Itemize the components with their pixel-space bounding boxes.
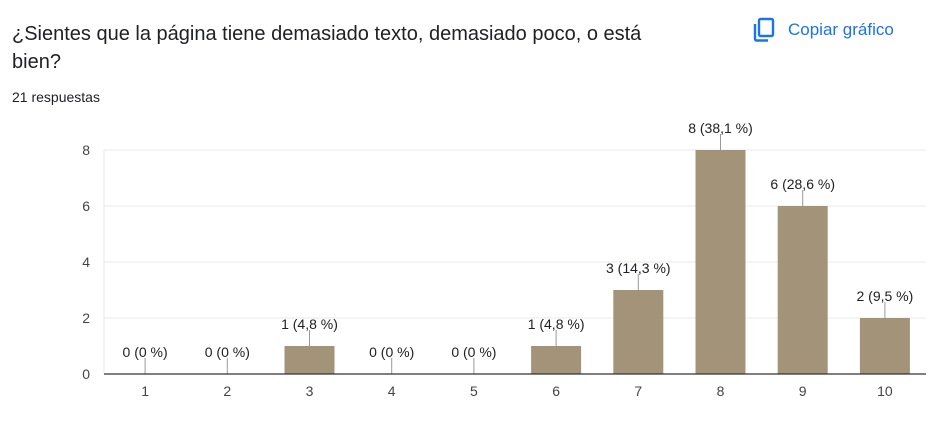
question-title: ¿Sientes que la página tiene demasiado t… <box>12 23 642 73</box>
y-tick-label: 4 <box>82 254 90 270</box>
data-label: 0 (0 %) <box>451 344 496 360</box>
y-tick-label: 0 <box>82 366 90 382</box>
data-label: 6 (28,6 %) <box>770 176 835 192</box>
data-label: 2 (9,5 %) <box>856 288 913 304</box>
copy-chart-button[interactable]: Copiar gráfico <box>744 12 902 48</box>
x-tick-label: 8 <box>717 383 725 399</box>
response-count: 21 respuestas <box>12 89 100 105</box>
x-tick-label: 5 <box>470 383 478 399</box>
chart-bars <box>284 150 910 374</box>
x-tick-label: 7 <box>634 383 642 399</box>
x-tick-label: 1 <box>141 383 149 399</box>
x-tick-label: 9 <box>799 383 807 399</box>
bar <box>531 346 582 374</box>
chart-data-labels: 0 (0 %) 0 (0 %) 1 (4,8 %) 0 (0 %) 0 (0 %) 1 (… <box>123 120 913 374</box>
bar <box>613 290 664 374</box>
data-label: 0 (0 %) <box>123 344 168 360</box>
data-label: 3 (14,3 %) <box>606 260 671 276</box>
x-tick-label: 10 <box>877 383 893 399</box>
data-label: 0 (0 %) <box>369 344 414 360</box>
data-label: 1 (4,8 %) <box>528 316 585 332</box>
bar <box>284 346 335 374</box>
copy-icon <box>752 17 776 43</box>
y-tick-label: 2 <box>82 310 90 326</box>
bar <box>777 206 828 374</box>
x-tick-label: 4 <box>388 383 396 399</box>
y-tick-label: 8 <box>82 142 90 158</box>
x-tick-label: 6 <box>552 383 560 399</box>
data-label: 8 (38,1 %) <box>688 120 753 136</box>
x-tick-label: 2 <box>223 383 231 399</box>
data-label: 1 (4,8 %) <box>281 316 338 332</box>
y-tick-label: 6 <box>82 198 90 214</box>
data-label: 0 (0 %) <box>205 344 250 360</box>
chart-axes: 0 2 4 6 8 1 2 3 4 5 6 7 8 9 10 <box>82 142 926 399</box>
bar <box>859 318 910 374</box>
bar <box>695 150 746 374</box>
x-tick-label: 3 <box>306 383 314 399</box>
copy-chart-label: Copiar gráfico <box>788 20 894 39</box>
